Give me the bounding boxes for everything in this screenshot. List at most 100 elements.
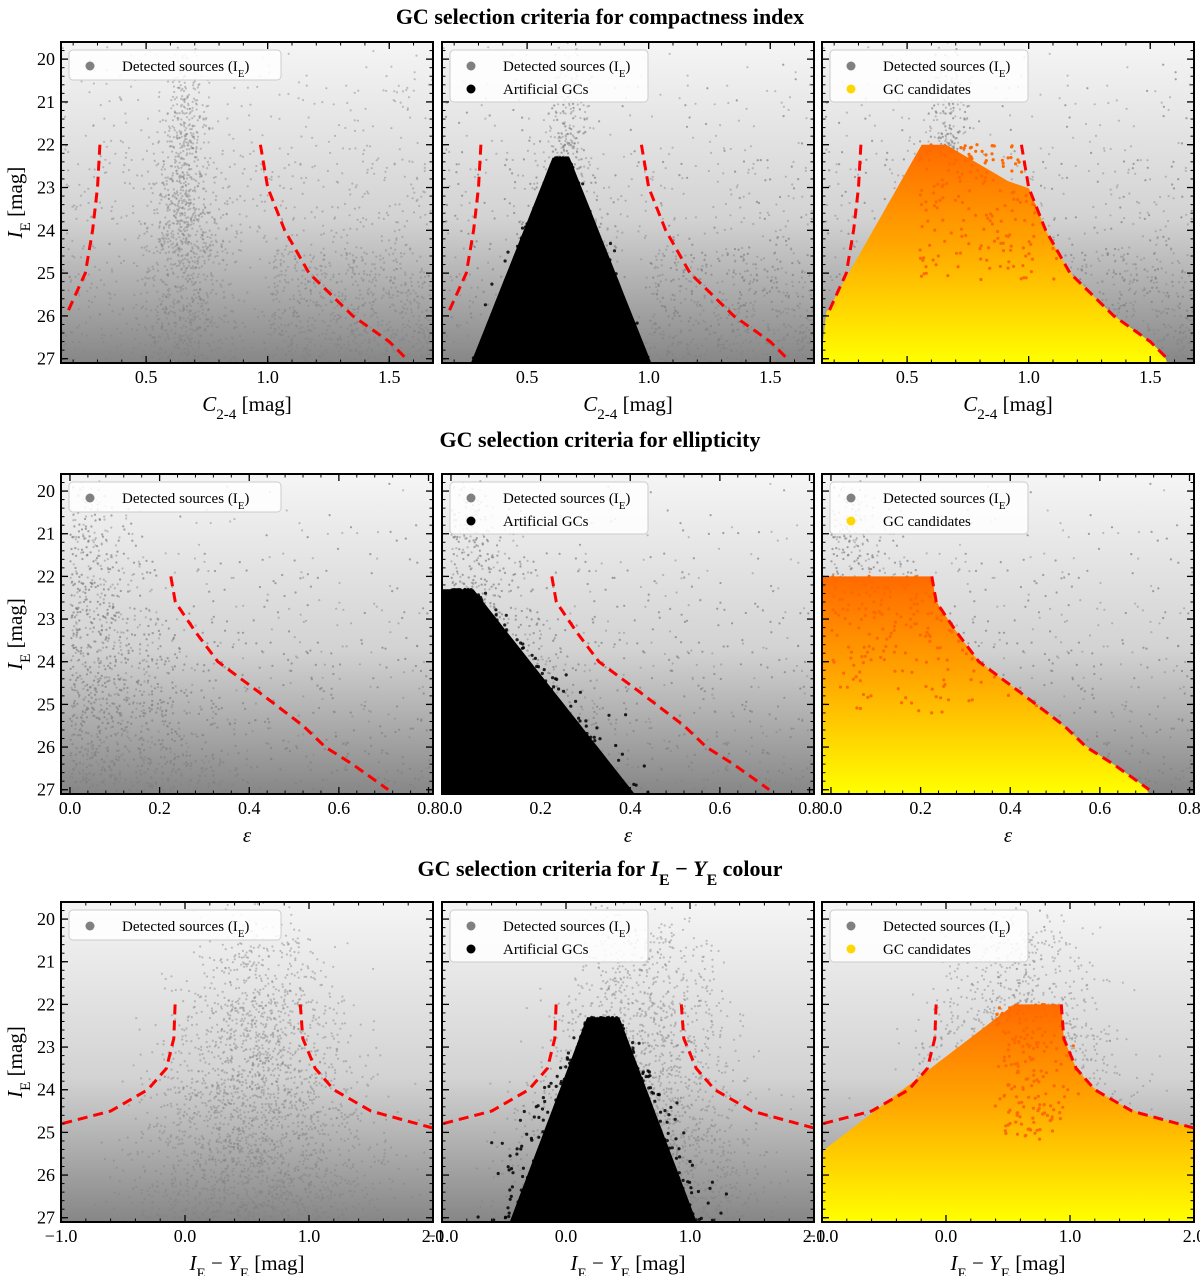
axes-frame: [821, 473, 1195, 795]
legend-marker: [466, 944, 476, 954]
y-tick-label: 24: [37, 652, 55, 672]
y-axis: 20 21 22 23 24 25 26 27: [37, 41, 433, 369]
selection-boundary-upper: [169, 576, 390, 791]
selection-boundary-blue: [442, 1004, 558, 1126]
legend-label: GC candidates: [883, 82, 971, 98]
legend-label: Detected sources (IE): [503, 491, 630, 512]
legend-box: [68, 481, 282, 513]
legend-marker: [466, 516, 476, 526]
selection-boundary-left: [445, 144, 483, 317]
legend-box: [449, 49, 649, 103]
y-tick-label: 23: [37, 609, 55, 629]
y-axis: [822, 473, 1194, 791]
legend-marker: [466, 84, 476, 94]
axes-frame: [441, 473, 815, 795]
panel-ellipticity-artificial: 0.0 0.2 0.4 0.6 0.8 ε Detected sources (IE) Art…: [440, 473, 821, 847]
panel-ellipticity-detected: 0.0 0.2 0.4 0.6 0.8 20 21 22 23 24 25 26 27 ε IE [mag]…: [3, 473, 440, 847]
y-tick-label: 24: [37, 1080, 55, 1100]
x-tick-label: 2.0: [422, 1226, 445, 1246]
axes-frame: [441, 41, 815, 364]
y-tick-label: 21: [37, 952, 55, 972]
plot-area: [822, 474, 1194, 794]
legend-box: [68, 909, 282, 941]
legend: Detected sources (IE): [68, 481, 282, 513]
axes-frame: [60, 473, 434, 795]
y-tick-label: 25: [37, 263, 55, 283]
selection-boundary-right: [1019, 144, 1169, 360]
y-tick-label: 25: [37, 1122, 55, 1142]
legend-label: Detected sources (IE): [503, 59, 630, 80]
legend-marker: [846, 516, 856, 526]
y-tick-label: 20: [37, 49, 55, 69]
y-tick-label: 22: [37, 994, 55, 1014]
legend-box: [829, 49, 1029, 103]
selection-boundary-red: [1059, 1004, 1194, 1130]
detected-sources-density: [61, 902, 433, 1222]
y-tick-label: 21: [37, 524, 55, 544]
legend: Detected sources (IE): [68, 49, 282, 81]
x-axis: 0.5 1.0 1.5: [833, 42, 1176, 387]
legend-marker: [846, 84, 856, 94]
legend-label: Artificial GCs: [503, 942, 589, 958]
x-axis: 0.5 1.0 1.5: [453, 42, 796, 387]
x-axis: 0.0 0.2 0.4 0.6 0.8: [440, 474, 821, 818]
legend-marker: [85, 61, 95, 71]
legend-label: Detected sources (IE): [503, 919, 630, 940]
legend-marker: [466, 921, 476, 931]
panel-compactness-candidates: 0.5 1.0 1.5 C2-4 [mag] Detected sources (IE)…: [821, 41, 1195, 423]
y-tick-label: 26: [37, 737, 55, 757]
legend: Detected sources (IE) GC candidates: [829, 481, 1029, 535]
row-title: GC selection criteria for ellipticity: [440, 427, 761, 452]
plot-area: [61, 902, 433, 1222]
x-axis-label: IE − YE [mag]: [570, 1251, 686, 1276]
x-axis-label: C2-4 [mag]: [963, 392, 1053, 423]
x-tick-label: 1.0: [298, 1226, 321, 1246]
panel-ellipticity-candidates: 0.0 0.2 0.4 0.6 0.8 ε Detected sources (IE) GC …: [820, 473, 1200, 847]
x-tick-label: 0.6: [709, 798, 732, 818]
x-axis-label: IE − YE [mag]: [189, 1251, 305, 1276]
x-axis-label: ε: [624, 823, 633, 847]
x-tick-label: 0.5: [516, 367, 539, 387]
legend-box: [829, 909, 1029, 963]
x-tick-label: −1.0: [45, 1226, 78, 1246]
selection-boundary-blue: [822, 1004, 938, 1126]
axes-frame: [821, 901, 1195, 1223]
selection-boundary-left: [825, 144, 863, 317]
y-tick-label: 27: [37, 1208, 55, 1228]
x-tick-label: 0.0: [820, 798, 843, 818]
gc-candidates-points: [917, 143, 1059, 282]
selection-boundary-right: [639, 144, 789, 360]
y-axis: [442, 473, 814, 791]
legend-marker: [85, 921, 95, 931]
y-axis-label: IE [mag]: [3, 598, 34, 671]
x-tick-label: 0.5: [135, 367, 158, 387]
panels: 0.5 1.0 1.5 20 21 22 23 24 25 26 27 C2-4 [mag] IE [m…: [3, 41, 1200, 1276]
selection-boundary-upper: [550, 576, 771, 791]
selection-boundary-red: [298, 1004, 433, 1130]
x-axis: 0.0 0.2 0.4 0.6 0.8: [820, 474, 1200, 818]
x-tick-label: 1.5: [1139, 367, 1162, 387]
axes-frame: [821, 41, 1195, 364]
gc-candidates-density: [822, 576, 1150, 794]
gc-candidates-points: [993, 1002, 1080, 1141]
x-tick-label: 2.0: [803, 1226, 826, 1246]
x-axis: 0.0 0.2 0.4 0.6 0.8: [59, 474, 440, 818]
x-tick-label: 0.0: [174, 1226, 197, 1246]
legend-marker: [846, 493, 856, 503]
legend-marker: [846, 61, 856, 71]
x-tick-label: 1.5: [378, 367, 401, 387]
plot-area: [822, 902, 1194, 1222]
detected-sources-density: [61, 42, 433, 363]
x-tick-label: 0.8: [1178, 798, 1200, 818]
y-tick-label: 26: [37, 306, 55, 326]
artificial-gcs-core: [442, 589, 635, 794]
x-axis: −1.0 0.0 1.0 2.0: [426, 902, 826, 1246]
x-tick-label: 0.0: [440, 798, 463, 818]
detected-sources-points: [69, 480, 433, 794]
x-axis-label: IE − YE [mag]: [950, 1251, 1066, 1276]
panel-colour-detected: −1.0 0.0 1.0 2.0 20 21 22 23 24 25 26 27 IE − YE [ma…: [3, 901, 445, 1276]
legend-label: Detected sources (IE): [122, 59, 249, 80]
x-tick-label: 0.2: [909, 798, 932, 818]
legend: Detected sources (IE): [68, 909, 282, 941]
y-tick-label: 23: [37, 1037, 55, 1057]
